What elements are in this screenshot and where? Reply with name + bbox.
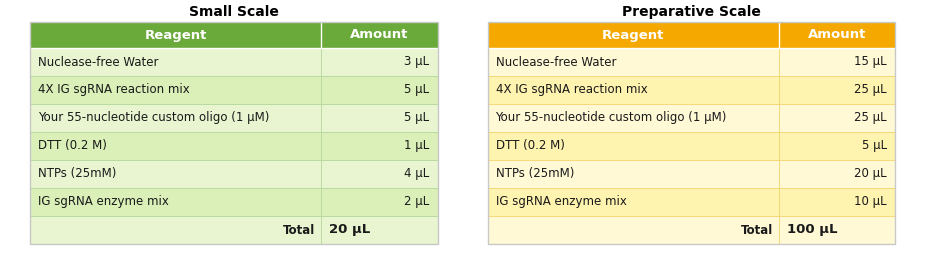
- Text: Preparative Scale: Preparative Scale: [622, 5, 760, 19]
- Text: Total: Total: [283, 224, 315, 237]
- Text: Amount: Amount: [351, 29, 409, 42]
- Text: IG sgRNA enzyme mix: IG sgRNA enzyme mix: [496, 196, 626, 209]
- Bar: [30, 48, 438, 76]
- Bar: [487, 188, 895, 216]
- Bar: [30, 132, 438, 160]
- Bar: [487, 22, 895, 244]
- Text: DTT (0.2 M): DTT (0.2 M): [38, 140, 107, 153]
- Bar: [30, 188, 438, 216]
- Bar: [30, 216, 438, 244]
- Text: 20 μL: 20 μL: [329, 224, 371, 237]
- Bar: [30, 76, 438, 104]
- Text: IG sgRNA enzyme mix: IG sgRNA enzyme mix: [38, 196, 169, 209]
- Text: Reagent: Reagent: [602, 29, 664, 42]
- Bar: [487, 160, 895, 188]
- Bar: [30, 104, 438, 132]
- Text: Nuclease-free Water: Nuclease-free Water: [496, 55, 616, 68]
- Text: 25 μL: 25 μL: [855, 112, 887, 125]
- Text: 5 μL: 5 μL: [404, 112, 429, 125]
- Bar: [30, 160, 438, 188]
- Text: 20 μL: 20 μL: [855, 167, 887, 180]
- Text: Total: Total: [741, 224, 773, 237]
- Text: Your 55-nucleotide custom oligo (1 μM): Your 55-nucleotide custom oligo (1 μM): [38, 112, 269, 125]
- Bar: [30, 22, 438, 244]
- Bar: [487, 216, 895, 244]
- Text: 2 μL: 2 μL: [404, 196, 429, 209]
- Text: 15 μL: 15 μL: [855, 55, 887, 68]
- Bar: [487, 104, 895, 132]
- Text: 4X IG sgRNA reaction mix: 4X IG sgRNA reaction mix: [496, 83, 648, 96]
- Text: NTPs (25mM): NTPs (25mM): [38, 167, 117, 180]
- Text: NTPs (25mM): NTPs (25mM): [496, 167, 574, 180]
- Text: 100 μL: 100 μL: [787, 224, 837, 237]
- Text: 5 μL: 5 μL: [404, 83, 429, 96]
- Text: 4 μL: 4 μL: [404, 167, 429, 180]
- Bar: [487, 48, 895, 76]
- Text: 25 μL: 25 μL: [855, 83, 887, 96]
- Bar: [487, 22, 895, 48]
- Text: 10 μL: 10 μL: [855, 196, 887, 209]
- Text: DTT (0.2 M): DTT (0.2 M): [496, 140, 564, 153]
- Text: 3 μL: 3 μL: [404, 55, 429, 68]
- Bar: [487, 76, 895, 104]
- Text: Amount: Amount: [808, 29, 866, 42]
- Text: 4X IG sgRNA reaction mix: 4X IG sgRNA reaction mix: [38, 83, 190, 96]
- Text: 1 μL: 1 μL: [404, 140, 429, 153]
- Text: Nuclease-free Water: Nuclease-free Water: [38, 55, 158, 68]
- Text: Small Scale: Small Scale: [189, 5, 278, 19]
- Bar: [487, 132, 895, 160]
- Text: 5 μL: 5 μL: [862, 140, 887, 153]
- Text: Your 55-nucleotide custom oligo (1 μM): Your 55-nucleotide custom oligo (1 μM): [496, 112, 727, 125]
- Bar: [30, 22, 438, 48]
- Text: Reagent: Reagent: [144, 29, 207, 42]
